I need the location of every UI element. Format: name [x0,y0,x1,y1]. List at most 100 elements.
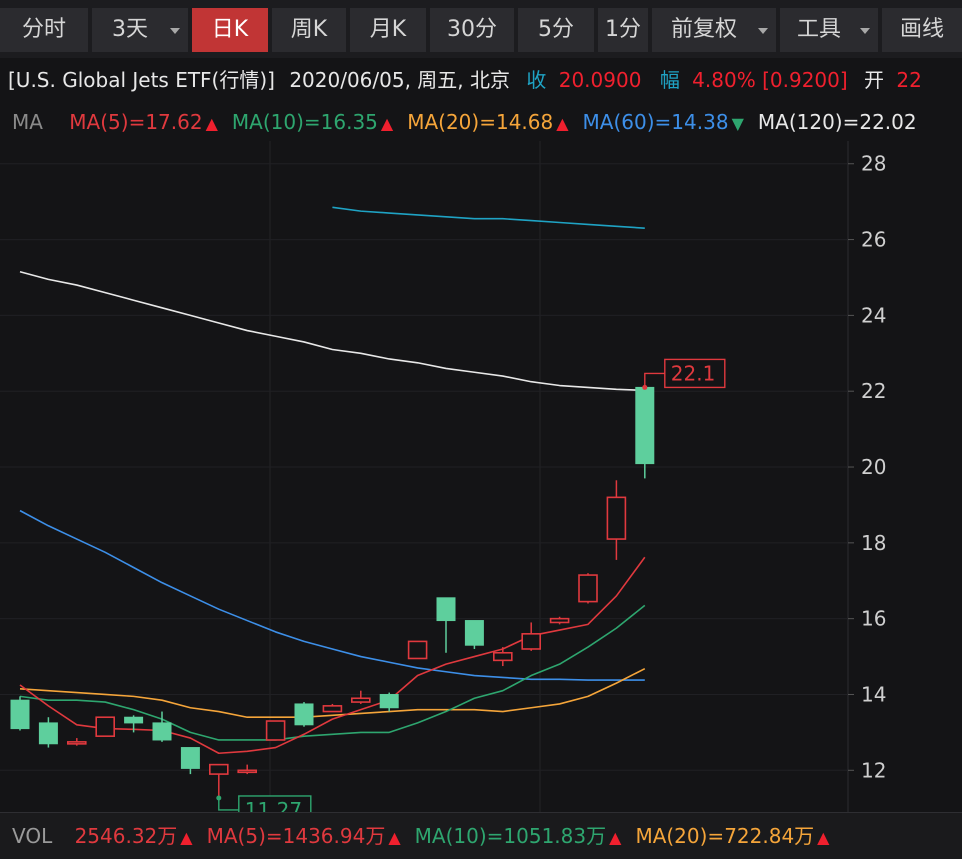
ma-item: MA(5)=17.62 ▲ [69,103,218,141]
candle-body[interactable] [350,697,371,703]
tab-label: 3天 [112,17,148,42]
y-tick-label: 26 [861,228,886,252]
arrow-up-icon: ▲ [205,114,218,133]
tab-label: 周K [290,17,328,42]
legend-text: MA(120)=22.02 [757,110,917,134]
ma60-line [19,509,645,681]
change-percent: 4.80% [692,68,756,92]
candle-body[interactable] [322,705,343,713]
candle-body[interactable] [294,703,314,726]
candle-body[interactable] [407,640,428,660]
candle-body[interactable] [67,741,87,745]
candle-body[interactable] [38,722,58,745]
ma20-line [19,667,646,719]
quote-info-bar: [U.S. Global Jets ETF(行情)] 2020/06/05, 周… [0,58,962,102]
tab-label: 前复权 [670,17,737,42]
tab-7[interactable]: 1分 [598,8,648,52]
y-tick-label: 24 [861,303,886,327]
tab-8[interactable]: 前复权 [652,8,776,52]
volume-legend-label: VOL [12,824,53,848]
arrow-up-icon: ▲ [388,828,401,847]
tab-label: 分时 [21,17,66,42]
ma-item: MA(20)=14.68 ▲ [407,103,568,141]
candle-body[interactable] [464,620,484,646]
ma-item: MA(10)=16.35 ▲ [232,103,393,141]
tab-3[interactable]: 周K [272,8,346,52]
tab-6[interactable]: 5分 [518,8,594,52]
candle-body[interactable] [492,651,513,662]
tab-label: 30分 [447,17,497,42]
y-tick-label: 20 [861,455,886,479]
caret-down-icon [170,28,180,34]
arrow-up-icon: ▲ [380,114,394,133]
ma-item: MA(60)=14.38 ▼ [583,103,744,141]
tab-label: 画线 [899,17,944,42]
caret-down-icon [758,28,768,34]
candle-body[interactable] [124,716,144,724]
y-tick-label: 16 [861,607,886,631]
tab-label: 工具 [796,17,841,42]
ma10-line [19,604,646,741]
change-label: 幅 [659,68,680,92]
annotation-leader [218,797,239,811]
tab-9[interactable]: 工具 [780,8,878,52]
tab-1[interactable]: 3天 [92,8,188,52]
tab-label: 1分 [605,17,641,42]
tab-label: 日K [211,17,249,42]
annotation-label: 11.27 [245,798,302,812]
candle-body[interactable] [379,693,399,709]
y-tick-label: 18 [861,531,886,555]
tab-4[interactable]: 月K [350,8,426,52]
tab-2[interactable]: 日K [192,8,268,52]
tab-5[interactable]: 30分 [430,8,514,52]
period-toolbar: 分时 3天 日K 周K 月K 30分 5分 1分 前复权 工具 画线 [0,0,962,58]
y-tick-label: 22 [861,379,886,403]
vol-item: MA(5)=1436.94万 ▲ [207,813,401,859]
arrow-up-icon: ▲ [817,828,830,847]
candle-body[interactable] [606,496,627,540]
annotation-box [238,795,312,812]
tab-0[interactable]: 分时 [0,8,88,52]
arrow-up-icon: ▲ [556,114,569,133]
candle-body[interactable] [10,699,30,730]
close-value: 20.0900 [558,68,642,92]
ma-legend-label: MA [12,110,43,134]
candle-body[interactable] [180,747,200,769]
legend-text: MA(10)=1051.83万 [414,824,607,848]
candlestick-chart[interactable]: 12 14 16 18 20 22 24 26 28 22.1 11.27 [0,141,962,812]
candle-body[interactable] [549,617,570,624]
candle-body[interactable] [237,769,257,774]
candle-body[interactable] [209,763,229,775]
candle-body[interactable] [635,386,655,465]
change-absolute: [0.9200] [762,68,848,92]
y-tick-label: 14 [861,682,886,706]
quote-date: 2020/06/05, 周五, 北京 [289,68,511,92]
candle-body[interactable] [521,633,542,650]
vol-item: MA(10)=1051.83万 ▲ [415,813,622,859]
y-tick-label: 28 [861,152,886,176]
legend-text: 2546.32万 [74,824,178,848]
ma120-line [19,271,645,392]
legend-text: MA(10)=16.35 [231,110,378,134]
ma-item: MA(120)=22.02 [758,103,917,141]
legend-text: MA(20)=722.84万 [635,824,815,848]
instrument-name: [U.S. Global Jets ETF(行情)] [8,68,275,92]
arrow-up-icon: ▲ [180,828,193,847]
candle-body[interactable] [95,716,115,737]
close-label: 收 [526,68,547,92]
vol-item: 2546.32万 ▲ [75,813,193,859]
annotation-label: 22.1 [671,361,716,385]
ma-long-line [332,206,645,229]
legend-text: MA(5)=1436.94万 [206,824,386,848]
candle-body[interactable] [152,722,172,741]
tab-10[interactable]: 画线 [882,8,962,52]
y-tick-label: 12 [861,758,886,782]
candle-body[interactable] [265,720,286,741]
tab-label: 月K [369,17,407,42]
caret-down-icon [860,28,870,34]
candle-body[interactable] [436,597,456,622]
open-value: 22 [896,68,922,92]
candle-body[interactable] [578,574,598,603]
vol-item: MA(20)=722.84万 ▲ [635,813,829,859]
chart-background [0,141,962,812]
